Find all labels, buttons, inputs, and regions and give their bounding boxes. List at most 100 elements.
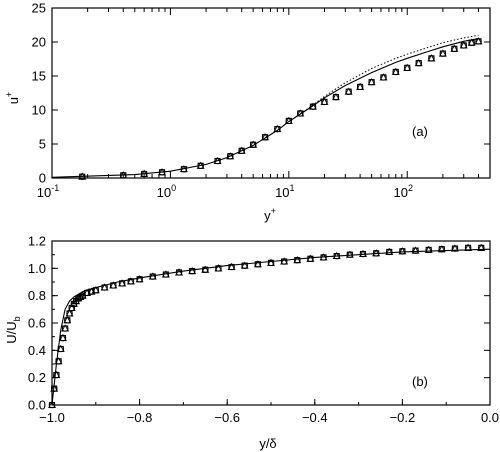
- data-point-circle: [356, 83, 364, 91]
- data-point-circle: [215, 265, 222, 272]
- data-point-circle: [425, 246, 432, 254]
- data-point-circle: [197, 162, 204, 170]
- data-point-circle: [321, 98, 328, 106]
- data-point-circle: [412, 247, 419, 254]
- panel-a-markers: [78, 37, 483, 180]
- data-point-circle: [415, 59, 422, 67]
- y-tick-label: 0.0: [28, 398, 46, 413]
- data-point-circle: [333, 252, 340, 260]
- y-tick-label: 10: [32, 103, 46, 118]
- data-point-circle: [460, 42, 467, 49]
- panel-b-axes: 0.0 0.2 0.4 0.6 0.8 1.0 1.2 −1.0 −0.8 −0.6 −0.4 −0.…: [28, 234, 499, 426]
- data-point-circle: [180, 165, 188, 173]
- data-point-circle: [320, 254, 327, 261]
- y-tick-label: 0.6: [28, 316, 46, 331]
- data-point-circle: [158, 168, 166, 176]
- data-point-circle: [468, 39, 475, 46]
- panel-b-x-axis-label: y/δ: [259, 436, 276, 451]
- data-point-circle: [332, 93, 340, 101]
- data-point-circle: [345, 88, 352, 95]
- data-point-circle: [267, 259, 275, 267]
- data-point-circle: [64, 317, 71, 324]
- y-tick-label: 0: [39, 171, 46, 186]
- x-tick-label: −0.8: [127, 410, 153, 425]
- data-point-circle: [346, 251, 354, 258]
- data-point-circle: [309, 103, 317, 110]
- x-tick-label: −0.6: [214, 410, 240, 425]
- panel-a-chart: 0 5 10 15 20 25 10-1 100 101 102 (a) y+ u+: [4, 1, 491, 223]
- data-point-circle: [451, 245, 459, 252]
- data-point-circle: [372, 250, 380, 257]
- x-tick-label: −1.0: [39, 410, 65, 425]
- data-point-circle: [101, 284, 108, 291]
- data-point-circle: [241, 262, 248, 269]
- data-point-circle: [55, 358, 62, 365]
- y-tick-label: 5: [39, 137, 46, 152]
- x-tick-label: −0.2: [390, 410, 416, 425]
- data-point-circle: [92, 286, 100, 294]
- data-point-circle: [477, 244, 485, 252]
- panel-a-curves: [51, 34, 479, 178]
- data-point-circle: [475, 38, 482, 45]
- data-point-circle: [127, 278, 135, 285]
- panel-b-label: (b): [412, 374, 428, 389]
- y-tick-label: 0.4: [28, 343, 46, 358]
- data-point-circle: [438, 245, 446, 253]
- x-tick-label: 101: [275, 183, 294, 200]
- data-point-circle: [188, 267, 196, 275]
- data-point-circle: [214, 157, 221, 165]
- data-point-circle: [261, 133, 269, 141]
- x-tick-label: 102: [393, 183, 412, 200]
- data-point-circle: [399, 247, 406, 255]
- data-point-circle: [464, 244, 472, 252]
- x-tick-label: 100: [157, 183, 176, 200]
- data-point-circle: [238, 147, 245, 155]
- panel-a-y-axis-label: u+: [4, 92, 21, 105]
- x-tick-label: 10-1: [37, 183, 59, 200]
- data-point-circle: [280, 258, 288, 265]
- data-point-circle: [451, 45, 458, 53]
- data-point-circle: [162, 271, 170, 278]
- panel-a-axes: 0 5 10 15 20 25 10-1 100 101 102: [32, 1, 491, 200]
- data-point-circle: [83, 289, 91, 297]
- panel-b-chart: 0.0 0.2 0.4 0.6 0.8 1.0 1.2 −1.0 −0.8 −0.6 −0.4 −0.…: [4, 234, 499, 452]
- data-point-circle: [61, 325, 69, 332]
- x-tick-label: 0.0: [481, 410, 499, 425]
- data-point-circle: [59, 334, 67, 342]
- data-point-circle: [57, 345, 65, 353]
- y-tick-label: 0.8: [28, 288, 46, 303]
- x-tick-label: −0.4: [302, 410, 328, 425]
- data-point-circle: [175, 269, 183, 276]
- data-point-circle: [118, 280, 126, 287]
- y-tick-label: 15: [32, 69, 46, 84]
- data-point-circle: [202, 266, 209, 273]
- data-point-circle: [285, 117, 293, 125]
- data-point-circle: [307, 255, 314, 263]
- y-tick-label: 1.2: [28, 234, 46, 249]
- data-point-circle: [88, 288, 95, 295]
- data-point-circle: [368, 78, 375, 86]
- data-point-circle: [386, 248, 393, 256]
- data-point-circle: [294, 256, 301, 264]
- data-point-circle: [78, 173, 86, 180]
- data-point-circle: [110, 282, 117, 289]
- panel-a-label: (a): [412, 124, 428, 139]
- series-solid-line: [51, 248, 491, 406]
- y-tick-label: 1.0: [28, 261, 46, 276]
- series-dotted-line: [288, 34, 479, 123]
- panel-b-markers: [48, 243, 486, 409]
- data-point-circle: [392, 68, 400, 76]
- data-point-circle: [226, 152, 234, 160]
- data-point-circle: [428, 55, 435, 62]
- y-tick-label: 25: [32, 1, 46, 16]
- data-point-circle: [359, 250, 367, 258]
- data-point-circle: [403, 64, 411, 72]
- data-point-circle: [254, 260, 262, 268]
- data-point-circle: [297, 110, 304, 117]
- data-point-circle: [439, 50, 447, 57]
- panel-b-y-axis-label: U/Ub: [4, 316, 22, 343]
- series-solid-line: [51, 38, 479, 178]
- panel-b-curves: [51, 248, 491, 406]
- data-point-circle: [228, 263, 235, 271]
